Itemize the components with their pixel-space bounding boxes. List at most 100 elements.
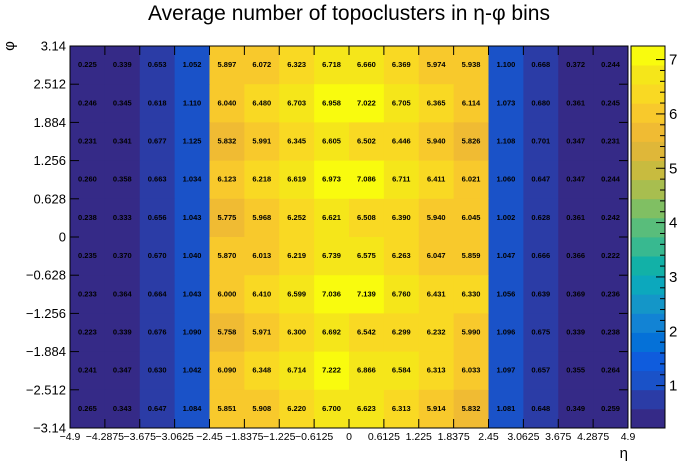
cell-value-label: 0.244 [601, 175, 621, 184]
heatmap-cell [383, 275, 420, 314]
x-tick-label: 0 [346, 431, 352, 443]
heatmap-cell [418, 275, 455, 314]
heatmap-cell [314, 160, 350, 200]
heatmap-cell [70, 198, 106, 238]
heatmap-cell [209, 198, 245, 238]
heatmap-cell [104, 160, 141, 200]
cell-value-label: 1.081 [497, 404, 516, 413]
cell-value-label: 1.090 [183, 327, 202, 336]
cell-value-label: 1.060 [497, 175, 516, 184]
cell-value-label: 0.236 [601, 289, 620, 298]
heatmap-cell [593, 122, 629, 161]
cell-value-label: 6.739 [322, 251, 341, 260]
heatmap-cell [70, 351, 106, 391]
cell-value-label: 0.246 [78, 98, 97, 107]
heatmap-cell [593, 84, 629, 123]
y-tick-label: 1.884 [33, 115, 66, 130]
cell-value-label: 7.139 [357, 289, 376, 298]
colorbar-tick-label: 3 [669, 269, 677, 286]
heatmap-cell [104, 351, 141, 391]
heatmap-cell [279, 84, 315, 123]
cell-value-label: 0.372 [566, 60, 585, 69]
heatmap-cell [349, 313, 385, 352]
cell-value-label: 6.045 [462, 213, 481, 222]
cell-value-label: 5.859 [462, 251, 481, 260]
cell-value-label: 0.235 [78, 251, 97, 260]
cell-value-label: 0.677 [148, 136, 167, 145]
cell-value-label: 6.623 [357, 404, 376, 413]
heatmap-cell [488, 122, 524, 161]
heatmap-cell [349, 351, 385, 391]
y-tick-label: −0.628 [26, 268, 66, 283]
heatmap-cell [558, 198, 594, 238]
cell-value-label: 6.760 [392, 289, 411, 298]
heatmap-cell [139, 237, 176, 276]
heatmap-cell [418, 313, 455, 352]
heatmap-cell [174, 84, 210, 123]
cell-value-label: 6.219 [287, 251, 306, 260]
cell-value-label: 6.703 [287, 98, 306, 107]
heatmap-cell [558, 122, 594, 161]
colorbar-segment [631, 294, 665, 314]
heatmap-cell [523, 275, 559, 314]
heatmap-cell [349, 275, 385, 314]
cell-value-label: 0.366 [566, 251, 585, 260]
cell-value-label: 6.252 [287, 213, 306, 222]
cell-value-label: 6.575 [357, 251, 376, 260]
heatmap-cell [349, 389, 385, 429]
cell-value-label: 1.097 [497, 366, 516, 375]
x-axis-title: η [620, 445, 628, 462]
cell-value-label: 0.361 [566, 213, 585, 222]
cell-value-label: 6.973 [322, 175, 341, 184]
colorbar-tick-label: 1 [669, 378, 677, 395]
heatmap-cell [418, 237, 455, 276]
heatmap-cell [453, 84, 489, 123]
colorbar-segment [631, 313, 665, 333]
heatmap-cell [383, 198, 420, 238]
cell-value-label: 5.758 [218, 327, 237, 336]
heatmap-cell [244, 351, 280, 391]
cell-value-label: 5.832 [462, 404, 481, 413]
cell-value-label: 1.043 [183, 289, 202, 298]
heatmap-cell [488, 198, 524, 238]
x-tick-label: −4.9 [60, 431, 81, 443]
cell-value-label: 0.668 [531, 60, 550, 69]
heatmap-cell [174, 46, 210, 85]
cell-value-label: 0.369 [566, 289, 585, 298]
cell-value-label: 0.222 [601, 251, 620, 260]
heatmap-cell [314, 84, 350, 123]
cell-value-label: 0.347 [113, 366, 132, 375]
cell-value-label: 1.002 [497, 213, 516, 222]
cell-value-label: 0.647 [148, 404, 167, 413]
cell-value-label: 0.231 [78, 136, 97, 145]
cell-value-label: 5.832 [218, 136, 237, 145]
x-tick-label: 3.0625 [507, 431, 539, 443]
cell-value-label: 5.851 [218, 404, 237, 413]
colorbar-segment [631, 217, 665, 238]
cell-value-label: 6.033 [462, 366, 481, 375]
heatmap-cell [593, 237, 629, 276]
cell-value-label: 5.971 [252, 327, 271, 336]
heatmap-cell [593, 313, 629, 352]
heatmap-cell [174, 122, 210, 161]
cell-value-label: 0.339 [113, 60, 132, 69]
cell-value-label: 1.073 [497, 98, 516, 107]
cell-value-label: 0.265 [78, 404, 97, 413]
heatmap-cell [209, 160, 245, 200]
cell-value-label: 0.680 [531, 98, 550, 107]
heatmap-cell [209, 313, 245, 352]
cell-value-label: 0.345 [113, 98, 132, 107]
cell-value-label: 6.866 [357, 366, 376, 375]
heatmap-cell [244, 313, 280, 352]
heatmap-cell [488, 84, 524, 123]
cell-value-label: 0.656 [148, 213, 167, 222]
cell-value-label: 0.244 [601, 60, 621, 69]
heatmap-cell [70, 122, 106, 161]
heatmap-cell [349, 237, 385, 276]
heatmap-cell [593, 160, 629, 200]
heatmap-cell [488, 275, 524, 314]
cell-value-label: 6.123 [218, 175, 237, 184]
colorbar-segment [631, 237, 665, 257]
heatmap-cell [244, 237, 280, 276]
colorbar-segment [631, 65, 665, 85]
